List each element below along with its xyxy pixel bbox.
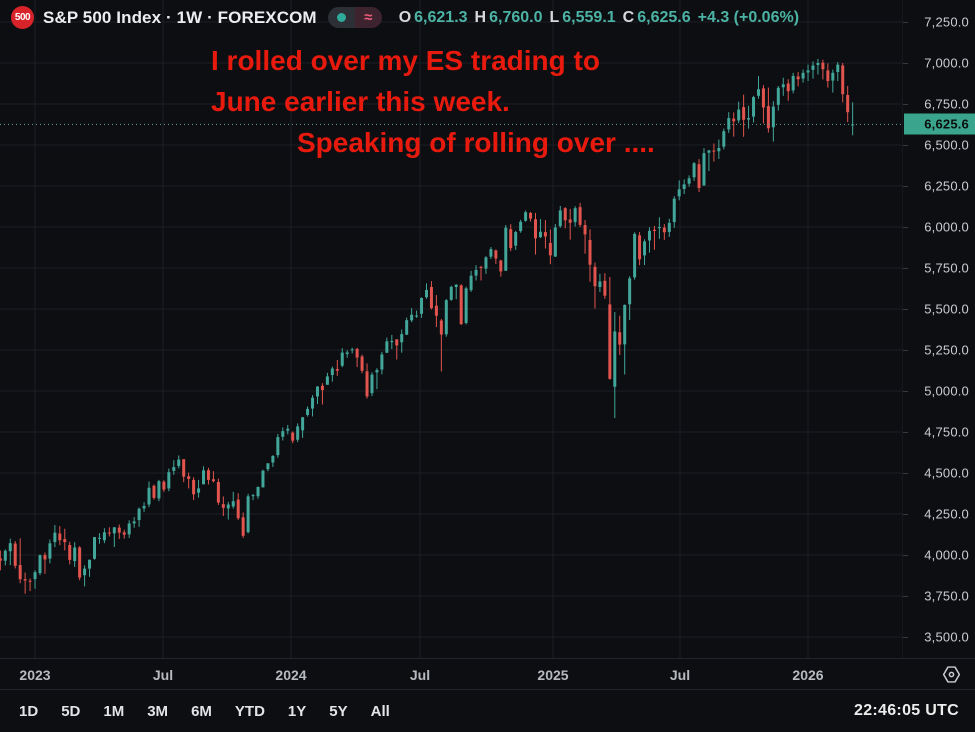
time-axis-label: Jul	[409, 666, 431, 683]
price-axis-label: 5,750.0	[924, 260, 969, 276]
sp500-logo-icon: 500	[11, 6, 34, 29]
price-axis-label: 4,500.0	[924, 465, 969, 481]
price-axis-tick	[903, 145, 908, 146]
time-axis-label: 2025	[537, 666, 569, 683]
price-axis-label: 6,500.0	[924, 137, 969, 153]
candlestick-chart[interactable]	[0, 0, 902, 658]
time-axis-label: Jul	[669, 666, 691, 683]
range-button-3m[interactable]: 3M	[144, 701, 171, 722]
price-axis-label: 5,500.0	[924, 301, 969, 317]
price-axis-label: 4,750.0	[924, 424, 969, 440]
range-button-5d[interactable]: 5D	[58, 701, 83, 722]
approx-icon: ≈	[364, 9, 373, 26]
price-axis-label: 4,000.0	[924, 547, 969, 563]
annotation-line: Speaking of rolling over ....	[297, 127, 655, 158]
annotation-line: June earlier this week.	[211, 86, 510, 117]
open-label: O	[398, 8, 412, 26]
range-button-1y[interactable]: 1Y	[285, 701, 309, 722]
range-button-all[interactable]: All	[368, 701, 393, 722]
high-label: H	[474, 8, 487, 26]
clock-utc: 22:46:05 UTC	[854, 702, 959, 719]
range-button-ytd[interactable]: YTD	[232, 701, 268, 722]
price-axis-tick	[903, 432, 908, 433]
price-axis-label: 7,250.0	[924, 14, 969, 30]
price-axis-tick	[903, 63, 908, 64]
price-axis-label: 6,250.0	[924, 178, 969, 194]
price-axis-label: 6,000.0	[924, 219, 969, 235]
symbol-legend: 500 S&P 500 Index · 1W · FOREXCOM ≈ O 6,…	[11, 6, 799, 29]
price-axis-label: 6,750.0	[924, 96, 969, 112]
high-value: 6,760.0	[489, 8, 543, 26]
price-axis-label: 5,250.0	[924, 342, 969, 358]
indicator-toggle[interactable]: ≈	[327, 7, 382, 28]
price-axis-label: 4,250.0	[924, 506, 969, 522]
price-axis-tick	[903, 227, 908, 228]
symbol-title[interactable]: S&P 500 Index · 1W · FOREXCOM	[43, 7, 317, 27]
price-axis-tick	[903, 186, 908, 187]
low-label: L	[549, 8, 560, 26]
price-axis-tick	[903, 309, 908, 310]
range-button-6m[interactable]: 6M	[188, 701, 215, 722]
price-axis-label: 3,500.0	[924, 629, 969, 645]
price-axis-tick	[903, 391, 908, 392]
last-price-badge: 6,625.6	[904, 113, 975, 135]
range-button-1d[interactable]: 1D	[16, 701, 41, 722]
annotation-line: I rolled over my ES trading to	[211, 45, 600, 76]
price-axis[interactable]: 7,250.0 7,000.0 6,750.0 6,500.0 6,250.0 6,000…	[902, 0, 975, 658]
range-button-5y[interactable]: 5Y	[326, 701, 350, 722]
close-value: 6,625.6	[637, 8, 691, 26]
price-axis-tick	[903, 473, 908, 474]
time-axis-label: 2023	[19, 666, 51, 683]
axis-settings-gear-icon[interactable]	[941, 664, 962, 685]
price-axis-label: 7,000.0	[924, 55, 969, 71]
chart-canvas[interactable]: 500 S&P 500 Index · 1W · FOREXCOM ≈ O 6,…	[0, 0, 902, 658]
status-dot-icon	[336, 13, 346, 22]
price-axis-label: 3,750.0	[924, 588, 969, 604]
price-axis-label: 5,000.0	[924, 383, 969, 399]
price-axis-tick	[903, 104, 908, 105]
price-axis-tick	[903, 268, 908, 269]
low-value: 6,559.1	[562, 8, 616, 26]
time-axis-label: Jul	[152, 666, 174, 683]
range-toolbar: 1D 5D 1M 3M 6M YTD 1Y 5Y All 22:46:05 UTC	[0, 689, 975, 732]
time-axis-label: 2024	[275, 666, 307, 683]
close-label: C	[622, 8, 635, 26]
price-axis-tick	[903, 350, 908, 351]
price-axis-tick	[903, 637, 908, 638]
time-axis-label: 2026	[792, 666, 824, 683]
price-axis-tick	[903, 596, 908, 597]
price-axis-tick	[903, 22, 908, 23]
range-button-1m[interactable]: 1M	[100, 701, 127, 722]
change-value: +4.3 (+0.06%)	[697, 8, 800, 26]
open-value: 6,621.3	[414, 8, 468, 26]
price-axis-tick	[903, 555, 908, 556]
price-axis-tick	[903, 514, 908, 515]
range-button-group: 1D 5D 1M 3M 6M YTD 1Y 5Y All	[16, 701, 393, 722]
ohlc-readout: O 6,621.3 H 6,760.0 L 6,559.1 C 6,625.6 …	[399, 9, 799, 27]
time-axis[interactable]: 2023 Jul 2024 Jul 2025 Jul 2026	[0, 658, 975, 690]
